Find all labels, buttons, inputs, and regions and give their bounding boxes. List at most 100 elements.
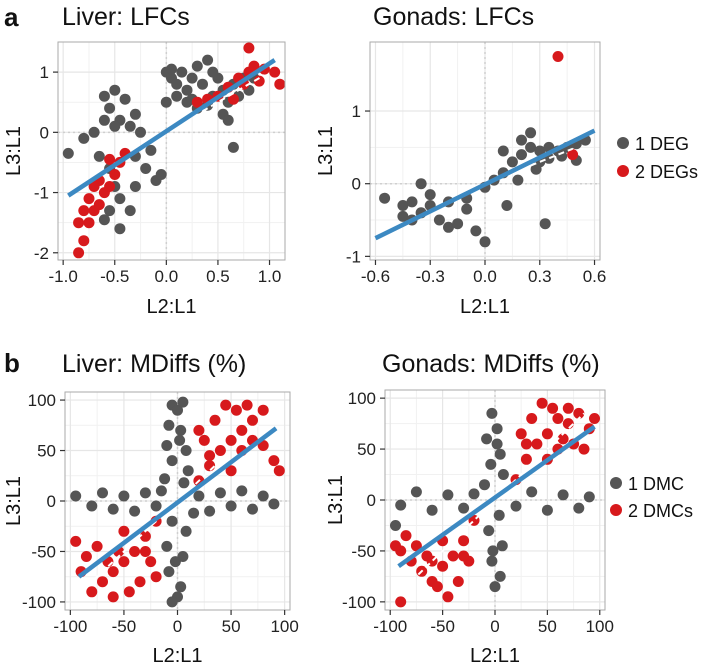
data-point [424,189,436,201]
data-point [506,156,518,168]
data-point [536,397,548,409]
y-tick-label: -50 [351,542,376,561]
data-point [176,66,188,78]
data-point [486,407,498,419]
data-point [124,120,136,132]
data-point [118,525,130,537]
x-tick-label: 0.5 [206,267,230,286]
data-point [268,455,280,467]
data-point [520,438,532,450]
data-point [573,502,585,514]
data-point [83,193,95,205]
data-point [160,96,172,108]
chart-liver_mdiffs: -100 -50 0 50 100 -100 -50 0 50 100 Liver: MDiffs … [3,350,299,666]
data-point [452,576,464,587]
y-tick-label: 0 [352,175,361,194]
x-axis-label: L2:L1 [460,296,510,318]
x-tick-label: -0.5 [100,267,129,286]
x-tick-label: 0.3 [528,267,552,286]
data-point [526,413,538,424]
data-point [180,445,192,456]
data-point [497,469,509,480]
data-point [410,540,422,552]
data-point [447,550,459,562]
regression-line [77,426,278,579]
data-point [496,540,508,552]
chart-gonads_mdiffs: -100 -50 0 50 100 -100 -50 0 50 100 Gonads: MDiffs… [325,350,614,666]
data-point [397,200,409,211]
series-one [62,54,260,235]
y-tick-label: 50 [357,440,376,459]
data-point [552,413,564,424]
x-tick-label: 100 [270,617,298,636]
data-point [62,147,74,159]
y-tick-label: 1 [40,63,49,82]
data-point [204,505,216,517]
data-point [166,63,177,75]
y-tick-label: 100 [28,391,56,410]
data-point [395,596,407,608]
data-point [442,489,454,501]
data-point [525,127,537,139]
data-point [166,455,178,467]
y-axis-label: L3:L1 [3,126,25,176]
data-point [268,498,280,510]
data-point [520,453,532,465]
data-point [573,407,585,419]
data-point [78,205,90,217]
x-axis-label: L2:L1 [146,296,196,318]
data-point [458,550,470,562]
data-point [236,485,248,497]
data-point [516,134,527,146]
data-point [174,434,186,446]
data-point [139,546,151,557]
data-point [273,465,285,477]
data-point [204,450,216,462]
data-point [155,485,167,497]
data-point [257,490,269,502]
data-point [222,114,234,126]
data-point [470,225,482,237]
data-point [458,535,470,547]
data-point [479,479,490,491]
data-point [220,399,232,411]
data-point [163,419,175,431]
x-tick-label: 50 [222,617,241,636]
legend-deg: 1 DEG 2 DEGs [617,134,698,182]
data-point [161,440,173,451]
data-point [93,150,105,162]
x-tick-label: 0.6 [583,267,607,286]
data-point [443,221,454,233]
data-point [557,489,569,501]
data-point [489,581,501,593]
data-point [531,438,543,450]
data-point [193,424,205,436]
data-point [395,499,407,511]
data-point [468,488,480,500]
data-point [129,505,141,517]
data-point [530,163,542,175]
identity-line [201,74,265,113]
data-point [515,428,527,440]
data-point [109,169,121,180]
data-point [73,247,85,259]
legend-deg-two-swatch [617,165,629,177]
legend-dmc: 1 DMC 2 DMCs [610,474,693,521]
legend-deg-one-swatch [617,137,629,149]
data-point [578,443,590,455]
data-point [207,66,219,78]
y-tick-label: 0 [40,123,49,142]
data-point [118,556,130,568]
x-tick-label: -100 [53,617,87,636]
data-point [493,509,505,521]
data-point [562,402,574,414]
legend-deg-two-label: 2 DEGs [635,162,698,182]
data-point [129,546,141,557]
data-point [80,551,92,562]
data-point [227,141,239,153]
data-point [175,581,187,593]
y-tick-label: 1 [352,102,361,121]
data-point [104,205,116,217]
data-point [98,114,110,126]
data-point [209,414,221,426]
